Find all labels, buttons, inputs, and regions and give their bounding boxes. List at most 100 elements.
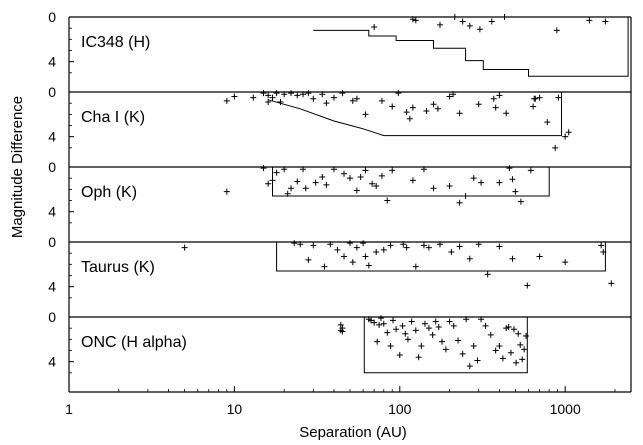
data-point (310, 242, 317, 249)
data-point (450, 322, 457, 329)
data-point (517, 198, 524, 205)
data-point (409, 104, 416, 111)
data-point (223, 97, 230, 104)
data-point (501, 14, 508, 20)
data-point (527, 167, 534, 174)
data-point (378, 97, 385, 104)
data-point (384, 197, 391, 204)
data-point (608, 280, 615, 287)
data-point (505, 324, 512, 331)
data-point (475, 241, 482, 248)
data-point (291, 240, 298, 247)
y-tick-label: 4 (48, 129, 56, 145)
data-point (330, 166, 337, 173)
data-point (425, 244, 432, 251)
data-point (349, 259, 356, 266)
data-point (600, 249, 607, 256)
data-point (436, 241, 443, 248)
data-point (353, 244, 360, 251)
data-point (503, 110, 510, 117)
x-tick-label: 100 (388, 401, 412, 417)
data-point (404, 336, 411, 343)
data-point (341, 253, 348, 260)
data-point (536, 94, 543, 101)
data-point (455, 337, 462, 344)
detection-limit-line (363, 317, 528, 374)
data-point (368, 317, 375, 324)
data-point (435, 324, 442, 331)
data-point (470, 175, 477, 182)
y-tick-label: 0 (48, 84, 56, 100)
panel-label: Taurus (K) (81, 259, 155, 276)
panel-label: IC348 (H) (81, 34, 150, 51)
data-point (362, 111, 369, 118)
data-point (250, 94, 257, 101)
data-point (462, 193, 469, 200)
detection-limit-line (313, 17, 629, 77)
x-axis-title: Separation (AU) (299, 424, 407, 441)
y-tick-label: 0 (48, 309, 56, 325)
panel-label: Oph (K) (81, 184, 137, 201)
panels-layer: 0 4 IC348 (H) 0 4 Cha I (K) 0 4 Oph (K) 0 4 Taurus … (48, 9, 632, 417)
data-point (418, 343, 425, 350)
data-point (349, 97, 356, 104)
data-point (499, 355, 506, 362)
data-point (260, 165, 267, 172)
data-point (496, 92, 503, 99)
data-point (305, 256, 312, 263)
data-point (492, 347, 499, 354)
data-point (399, 322, 406, 329)
data-point (517, 341, 524, 348)
data-point (412, 327, 419, 334)
data-point (312, 179, 319, 186)
data-point (288, 185, 295, 192)
data-point (430, 185, 437, 192)
data-point (362, 167, 369, 174)
data-point (400, 241, 407, 248)
data-point (512, 188, 519, 195)
data-point (380, 246, 387, 253)
data-point (323, 100, 330, 107)
x-tick-label: 1000 (550, 401, 581, 417)
data-point (456, 199, 463, 206)
data-point (374, 338, 381, 345)
data-point (269, 177, 276, 184)
data-point (395, 90, 402, 97)
data-point (337, 321, 344, 328)
data-point (305, 90, 312, 97)
data-point (478, 179, 485, 186)
data-point (319, 91, 326, 98)
data-point (425, 325, 432, 332)
data-point (509, 255, 516, 262)
data-point (490, 95, 497, 102)
panel-4: 0 4 Taurus (K) (48, 234, 631, 299)
data-point (362, 253, 369, 260)
data-point (509, 176, 516, 183)
x-tick-label: 1 (65, 401, 73, 417)
data-point (281, 166, 288, 173)
data-point (260, 90, 267, 97)
data-point (423, 107, 430, 114)
data-point (475, 101, 482, 108)
data-point (420, 166, 427, 173)
y-axis-title: Magnitude Difference (9, 96, 26, 238)
data-point (371, 319, 378, 326)
data-point (403, 244, 410, 251)
data-point (181, 244, 188, 251)
data-point (319, 174, 326, 181)
data-point (553, 27, 560, 34)
data-point (519, 356, 526, 363)
data-point (269, 94, 276, 101)
data-point (353, 187, 360, 194)
data-point (488, 18, 495, 25)
data-point (409, 16, 416, 23)
data-point (446, 93, 453, 100)
data-point (365, 262, 372, 269)
data-point (439, 338, 446, 345)
data-point (353, 95, 360, 102)
y-tick-label: 0 (48, 9, 56, 25)
data-point (552, 144, 559, 151)
data-point (463, 316, 470, 323)
data-point (223, 188, 230, 195)
data-point (562, 259, 569, 266)
